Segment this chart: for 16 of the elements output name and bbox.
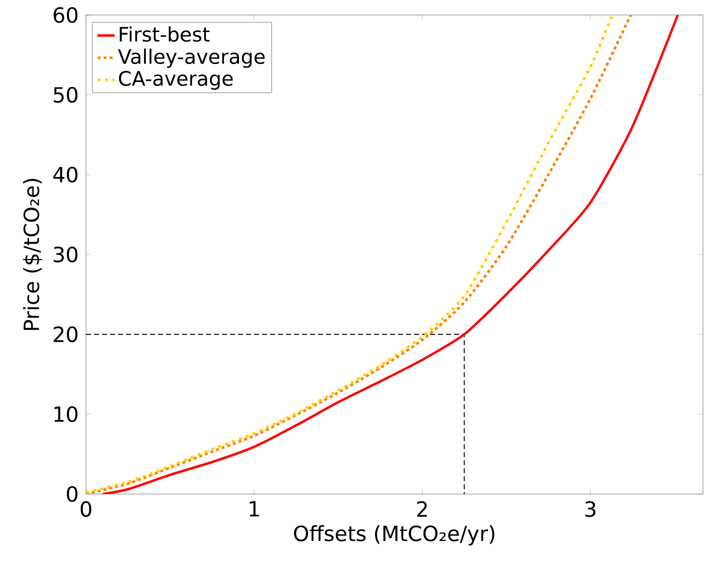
y-tick-label: 30 (54, 246, 78, 262)
x-tick-label: 2 (417, 501, 427, 517)
y-tick-label: 0 (66, 486, 78, 502)
x-tick-label: 3 (585, 501, 596, 517)
legend-label: CA-average (118, 70, 233, 90)
y-axis-title: Price ($/tCO₂e) (23, 178, 42, 330)
y-tick-label: 20 (54, 326, 78, 342)
legend-label: First-best (120, 26, 210, 42)
x-axis-title: Offsets (MtCO₂e/yr) (294, 525, 494, 546)
y-tick-label: 60 (54, 7, 78, 23)
x-tick-label: 1 (250, 501, 259, 516)
y-tick-label: 10 (54, 406, 78, 422)
y-tick-label: 50 (54, 86, 78, 103)
legend-label: Valley-average (118, 48, 265, 68)
x-tick-label: 0 (80, 501, 92, 517)
y-tick-label: 40 (53, 166, 78, 183)
